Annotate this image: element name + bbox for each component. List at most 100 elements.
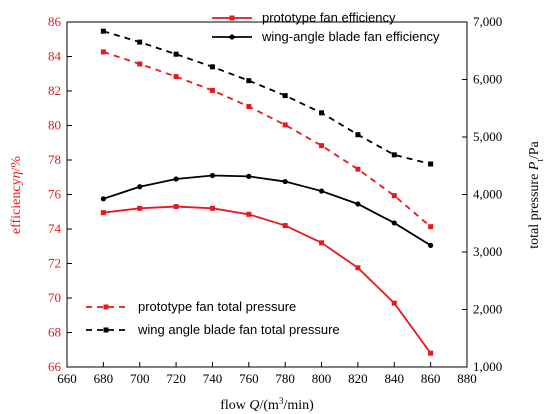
data-point bbox=[137, 39, 143, 45]
data-point bbox=[391, 220, 397, 226]
series-line bbox=[103, 174, 432, 247]
data-point bbox=[428, 350, 434, 356]
data-point bbox=[319, 143, 325, 149]
legend-label: wing angle blade fan total pressure bbox=[137, 322, 340, 337]
series-line bbox=[103, 51, 432, 228]
x-tick-label: 800 bbox=[312, 371, 332, 386]
data-point bbox=[173, 74, 179, 80]
data-point bbox=[209, 172, 216, 179]
data-point bbox=[282, 122, 288, 128]
legend-marker bbox=[229, 34, 235, 40]
legend-marker bbox=[103, 327, 109, 333]
series-line bbox=[103, 30, 431, 165]
right-tick-label: 6,000 bbox=[473, 72, 502, 87]
x-tick-label: 680 bbox=[94, 371, 114, 386]
x-tick-label: 860 bbox=[421, 371, 441, 386]
data-point bbox=[318, 188, 325, 194]
x-tick-label: 880 bbox=[457, 371, 477, 386]
series-0 bbox=[100, 204, 434, 356]
legend-label: wing-angle blade fan efficiency bbox=[261, 29, 440, 44]
data-point bbox=[137, 184, 143, 190]
data-point bbox=[209, 87, 215, 93]
series-line bbox=[103, 205, 432, 354]
left-tick-label: 82 bbox=[48, 83, 61, 98]
data-point bbox=[137, 61, 143, 67]
left-tick-label: 84 bbox=[48, 49, 62, 64]
legend-label: prototype fan total pressure bbox=[138, 299, 296, 314]
x-axis-label: flow Q/(m3/min) bbox=[220, 396, 314, 413]
right-axis-label: total pressure Pt/Pa bbox=[527, 140, 545, 248]
data-point bbox=[428, 161, 434, 167]
left-axis-label: efficiencyη/% bbox=[9, 156, 24, 235]
legend: prototype fan efficiency wing-angle blade… bbox=[86, 10, 440, 337]
data-point bbox=[209, 205, 215, 211]
series-2 bbox=[100, 49, 434, 230]
legend-marker bbox=[103, 304, 109, 310]
data-point bbox=[137, 205, 143, 211]
data-point bbox=[173, 204, 179, 210]
left-tick-label: 70 bbox=[48, 290, 61, 305]
x-axis-ticks: 660 680 700 720 740 760 780 800 820 840 860 880 bbox=[57, 362, 477, 386]
data-point bbox=[246, 104, 252, 110]
left-tick-label: 78 bbox=[48, 152, 61, 167]
left-tick-label: 80 bbox=[48, 118, 61, 133]
data-point bbox=[355, 166, 361, 172]
left-tick-label: 86 bbox=[48, 14, 62, 29]
series-3 bbox=[100, 28, 434, 167]
x-tick-label: 840 bbox=[385, 371, 405, 386]
data-point bbox=[173, 51, 179, 57]
data-point bbox=[319, 240, 325, 246]
data-point bbox=[246, 173, 252, 179]
right-tick-label: 3,000 bbox=[473, 244, 502, 259]
data-point bbox=[428, 242, 434, 248]
data-point bbox=[282, 223, 288, 229]
data-point bbox=[246, 211, 252, 217]
x-tick-label: 720 bbox=[166, 371, 186, 386]
series-layer bbox=[100, 28, 434, 356]
data-point bbox=[173, 176, 179, 182]
data-point bbox=[100, 210, 106, 216]
x-tick-label: 660 bbox=[57, 371, 77, 386]
data-point bbox=[355, 132, 361, 138]
right-tick-label: 2,000 bbox=[473, 302, 502, 317]
x-tick-label: 760 bbox=[239, 371, 259, 386]
data-point bbox=[391, 193, 397, 199]
x-tick-label: 740 bbox=[203, 371, 223, 386]
right-tick-label: 5,000 bbox=[473, 129, 502, 144]
left-tick-label: 66 bbox=[48, 359, 62, 374]
left-tick-label: 76 bbox=[48, 187, 62, 202]
data-point bbox=[282, 178, 288, 185]
data-point bbox=[355, 265, 361, 271]
data-point bbox=[100, 28, 106, 34]
right-axis-ticks: 1,000 2,000 3,000 4,000 5,000 6,000 7,000 bbox=[462, 14, 502, 374]
legend-item: wing angle blade fan total pressure bbox=[86, 322, 340, 337]
legend-item: wing-angle blade fan efficiency bbox=[212, 29, 440, 44]
data-point bbox=[391, 152, 397, 158]
left-tick-label: 74 bbox=[48, 221, 62, 236]
data-point bbox=[428, 224, 434, 230]
data-point bbox=[355, 201, 361, 207]
data-point bbox=[246, 78, 252, 84]
data-point bbox=[391, 300, 397, 306]
left-axis-ticks: 66 68 70 72 74 76 78 80 82 84 86 bbox=[48, 14, 72, 374]
plot-frame bbox=[66, 21, 468, 368]
x-tick-label: 700 bbox=[130, 371, 150, 386]
left-tick-label: 68 bbox=[48, 325, 61, 340]
right-tick-label: 4,000 bbox=[473, 187, 502, 202]
legend-label: prototype fan efficiency bbox=[262, 10, 396, 25]
x-tick-label: 780 bbox=[275, 371, 295, 386]
left-tick-label: 72 bbox=[48, 256, 61, 271]
data-point bbox=[282, 93, 288, 99]
series-1 bbox=[100, 172, 434, 248]
x-tick-label: 820 bbox=[348, 371, 368, 386]
legend-item: prototype fan total pressure bbox=[86, 299, 296, 314]
legend-item: prototype fan efficiency bbox=[212, 10, 396, 25]
data-point bbox=[319, 110, 325, 116]
data-point bbox=[100, 196, 106, 202]
data-point bbox=[100, 49, 106, 55]
legend-marker bbox=[229, 15, 235, 21]
right-tick-label: 1,000 bbox=[473, 359, 502, 374]
right-tick-label: 7,000 bbox=[473, 14, 502, 29]
data-point bbox=[209, 64, 215, 70]
